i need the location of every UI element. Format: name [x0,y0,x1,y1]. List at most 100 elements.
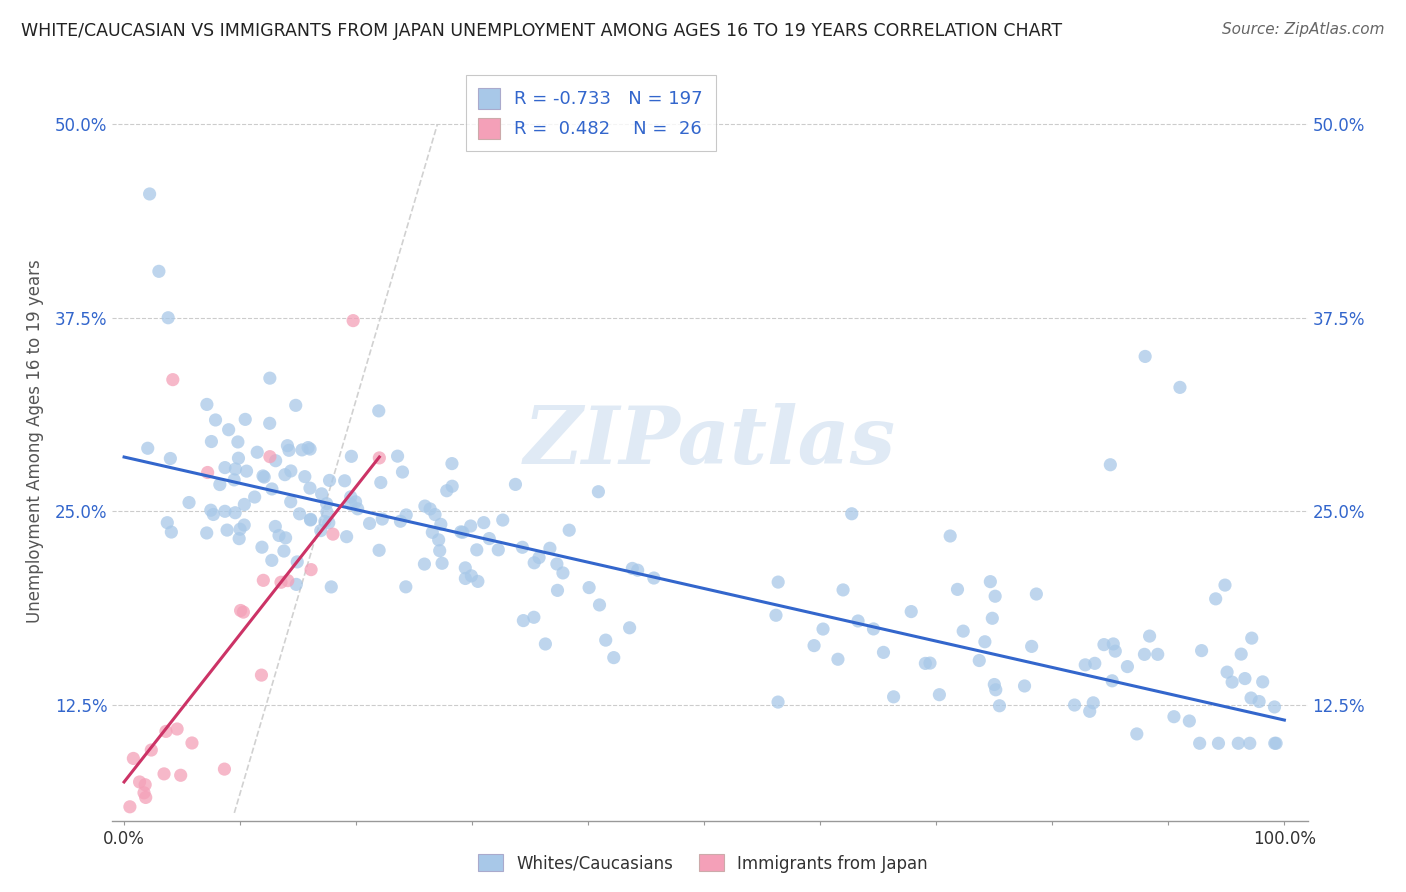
Point [1216,665,1239,680]
Point [135,790,157,805]
Point [1139,629,1161,643]
Point [252,469,274,483]
Point [1233,672,1256,686]
Point [226,434,249,449]
Point [264,519,287,533]
Point [229,522,252,536]
Point [315,505,337,519]
Point [1084,657,1107,671]
Point [454,561,477,575]
Point [946,582,969,597]
Point [1191,643,1213,657]
Text: Source: ZipAtlas.com: Source: ZipAtlas.com [1222,22,1385,37]
Point [202,508,225,522]
Point [862,622,884,636]
Point [294,469,316,483]
Point [232,605,254,619]
Point [250,540,273,554]
Point [627,563,650,577]
Point [1021,640,1043,654]
Point [280,495,302,509]
Point [1078,704,1101,718]
Point [177,495,200,509]
Y-axis label: Unemployment Among Ages 16 to 19 years: Unemployment Among Ages 16 to 19 years [25,260,44,624]
Point [118,799,141,814]
Point [547,583,569,598]
Point [259,371,281,385]
Point [288,507,311,521]
Point [1213,578,1236,592]
Point [440,457,463,471]
Point [988,698,1011,713]
Point [259,417,281,431]
Point [395,580,418,594]
Point [260,553,283,567]
Point [136,442,159,456]
Point [299,563,322,577]
Text: WHITE/CAUCASIAN VS IMMIGRANTS FROM JAPAN UNEMPLOYMENT AMONG AGES 16 TO 19 YEARS : WHITE/CAUCASIAN VS IMMIGRANTS FROM JAPAN… [21,22,1062,40]
Point [277,574,299,588]
Point [224,462,246,476]
Point [280,464,302,478]
Point [134,778,156,792]
Point [235,464,257,478]
Point [155,724,177,739]
Point [1263,700,1285,714]
Point [1208,736,1230,750]
Point [267,528,290,542]
Point [981,611,1004,625]
Point [523,556,546,570]
Point [1133,350,1156,364]
Point [1205,591,1227,606]
Point [138,186,160,201]
Point [523,610,546,624]
Point [534,637,557,651]
Point [340,497,363,511]
Point [460,519,482,533]
Point [841,507,863,521]
Point [170,768,193,782]
Point [420,525,443,540]
Point [253,470,276,484]
Point [371,512,394,526]
Point [228,451,250,466]
Point [465,542,488,557]
Point [441,479,464,493]
Point [952,624,974,639]
Point [243,490,266,504]
Point [427,533,450,547]
Point [451,525,474,540]
Point [315,497,337,511]
Point [1249,694,1271,708]
Point [159,451,181,466]
Point [914,657,936,671]
Point [827,652,849,666]
Point [1264,736,1286,750]
Point [246,445,269,459]
Point [233,412,256,426]
Point [1116,659,1139,673]
Point [370,475,392,490]
Point [260,482,283,496]
Point [321,580,343,594]
Point [389,514,412,528]
Point [166,722,188,736]
Point [346,501,368,516]
Point [1251,674,1274,689]
Point [274,531,297,545]
Point [339,490,361,504]
Point [846,614,869,628]
Point [208,477,231,491]
Point [1240,691,1263,706]
Point [883,690,905,704]
Point [162,373,184,387]
Point [1133,648,1156,662]
Point [1178,714,1201,728]
Point [314,515,336,529]
Point [368,543,391,558]
Point [200,434,222,449]
Point [204,413,226,427]
Point [512,541,534,555]
Point [595,633,617,648]
Point [1240,631,1263,645]
